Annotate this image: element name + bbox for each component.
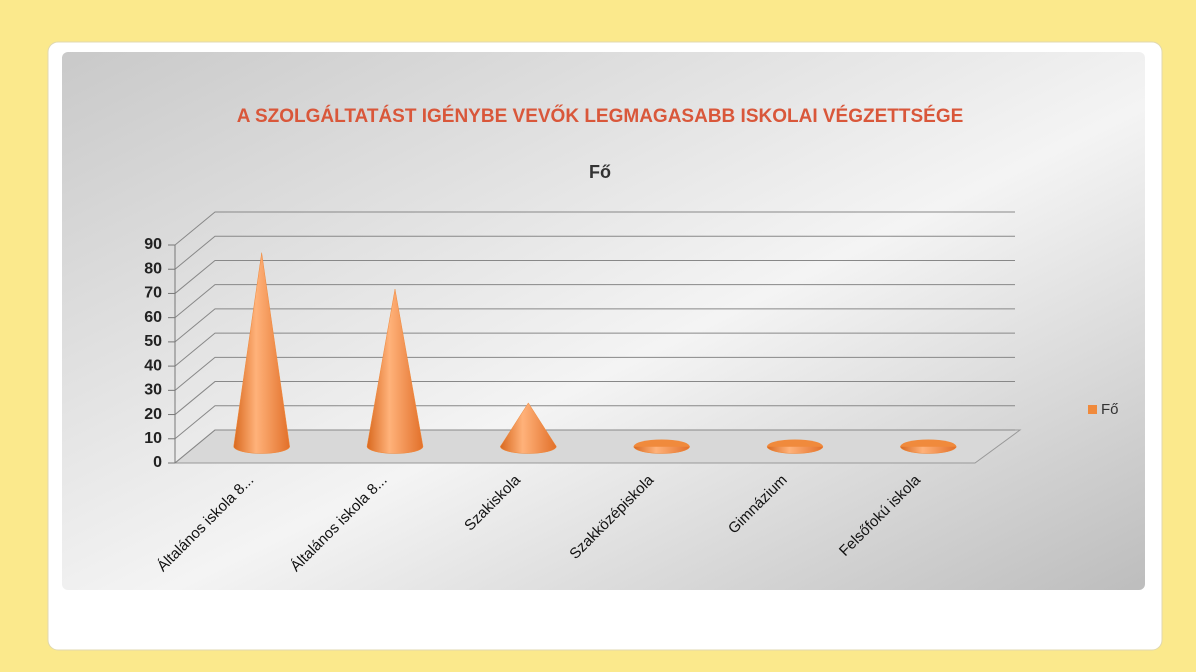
cone xyxy=(500,402,557,454)
grid-line xyxy=(174,381,1015,415)
grid-line xyxy=(174,332,1015,367)
cone xyxy=(233,252,290,454)
grid-line xyxy=(174,235,1015,270)
grid-line xyxy=(174,284,1015,319)
y-tick-label: 40 xyxy=(144,357,162,374)
grid-line xyxy=(174,259,1015,294)
y-tick-label: 20 xyxy=(144,406,162,423)
cone xyxy=(633,446,690,454)
grid-line xyxy=(174,356,1015,391)
cone xyxy=(366,289,424,454)
y-tick-label: 90 xyxy=(144,236,162,253)
grid-line xyxy=(174,429,1015,464)
cone xyxy=(900,446,957,454)
floor xyxy=(173,429,1022,464)
grid-line xyxy=(174,405,1015,440)
y-tick-label: 70 xyxy=(144,285,162,302)
y-tick-label: 0 xyxy=(153,454,162,471)
chart-subtitle: Fő xyxy=(589,162,611,182)
y-tick-label: 80 xyxy=(144,260,162,277)
chart-title: A SZOLGÁLTATÁST IGÉNYBE VEVŐK LEGMAGASAB… xyxy=(237,105,964,127)
y-tick-label: 60 xyxy=(144,309,162,326)
cone xyxy=(766,446,824,454)
legend-label: Fő xyxy=(1101,401,1119,418)
y-tick-label: 10 xyxy=(144,430,162,447)
y-tick-label: 30 xyxy=(144,382,162,399)
grid-line xyxy=(174,308,1015,343)
legend-swatch xyxy=(1088,405,1097,414)
grid-line xyxy=(174,211,1015,246)
y-tick-label: 50 xyxy=(144,333,162,350)
